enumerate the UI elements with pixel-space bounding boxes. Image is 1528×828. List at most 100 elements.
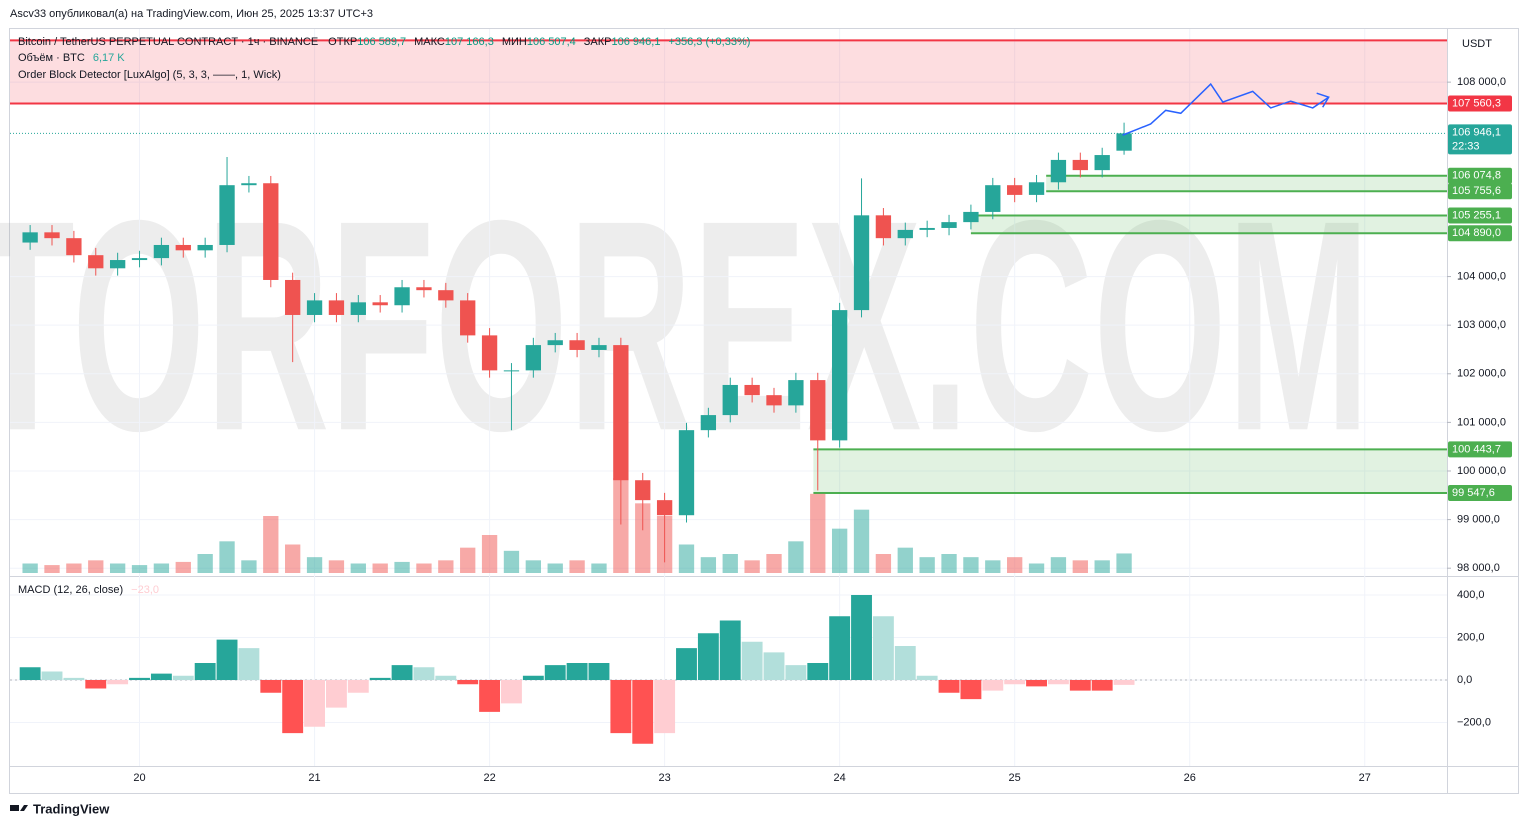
macd-histogram-bar: [522, 675, 544, 680]
candle-body: [328, 300, 345, 315]
volume-bar: [503, 550, 520, 573]
candle-body: [460, 300, 476, 336]
currency-label: USDT: [1462, 38, 1492, 50]
volume-bar: [744, 560, 760, 573]
y-tick-label: 103 000,0: [1457, 319, 1506, 331]
macd-histogram-bar: [1113, 680, 1135, 685]
volume-bar: [197, 554, 213, 573]
volume-bar: [613, 478, 629, 573]
price-label-box: [1448, 225, 1512, 242]
volume-bar: [766, 554, 782, 573]
zone-price-label: 105 255,1: [1452, 209, 1501, 221]
volume-bar: [219, 541, 235, 573]
y-tick-label: 102 000,0: [1457, 368, 1506, 380]
y-tick-label: 100 000,0: [1457, 465, 1506, 477]
macd-histogram-bar: [807, 663, 829, 680]
volume-bar: [460, 547, 476, 573]
volume-bar: [22, 563, 38, 573]
forecast-line: [1122, 82, 1330, 136]
volume-bar: [66, 563, 82, 573]
volume-bar: [853, 509, 870, 573]
last-price-label: 106 946,1: [1452, 126, 1501, 138]
volume-bar: [44, 565, 60, 573]
candle-body: [635, 480, 651, 501]
candle-body: [1116, 133, 1132, 151]
macd-histogram-bar: [41, 671, 63, 680]
volume-bar: [241, 560, 257, 573]
volume-bar: [1072, 560, 1088, 573]
x-tick-label: 23: [658, 772, 670, 784]
footer-brand[interactable]: TradingView: [33, 801, 110, 816]
macd-histogram-bar: [172, 675, 194, 680]
volume-bar: [394, 561, 410, 573]
y-tick-label: 98 000,0: [1457, 562, 1500, 574]
volume-bar: [700, 557, 717, 573]
macd-value: −23,0: [131, 584, 159, 596]
macd-histogram-bar: [676, 648, 697, 680]
candle-body: [438, 290, 454, 301]
macd-histogram-bar: [260, 680, 282, 693]
candle-body: [88, 255, 104, 269]
macd-histogram-bar: [501, 680, 522, 704]
macd-histogram-bar: [194, 663, 216, 680]
zone-price-label: 100 443,7: [1452, 443, 1501, 455]
candle-body: [547, 340, 563, 346]
macd-legend: MACD (12, 26, close) −23,0: [18, 584, 159, 596]
macd-histogram-bar: [829, 616, 851, 680]
ohlc-value: 107 166,3: [445, 36, 494, 48]
macd-histogram-bar: [216, 639, 238, 680]
symbol-legend: Bitcoin / TetherUS PERPETUAL CONTRACT · …: [18, 36, 750, 48]
macd-histogram-bar: [150, 673, 172, 680]
candle-body: [1050, 159, 1067, 183]
candle-body: [569, 340, 585, 350]
macd-histogram-bar: [107, 680, 129, 685]
candle-body: [394, 287, 410, 306]
candle-body: [1028, 182, 1045, 195]
zone-price-label: 105 755,6: [1452, 185, 1501, 197]
volume-bar: [328, 560, 345, 573]
volume-bar: [985, 560, 1001, 573]
y-tick-label: 108 000,0: [1457, 76, 1506, 88]
y-tick-label: 200,0: [1457, 631, 1485, 643]
volume-bar: [788, 541, 804, 573]
volume-bar: [1050, 557, 1067, 573]
macd-histogram-bar: [413, 667, 435, 680]
volume-bar: [153, 563, 170, 573]
forecast-arrowhead: [1316, 92, 1330, 108]
candle-body: [263, 183, 279, 280]
zone-price-label: 107 560,3: [1452, 97, 1501, 109]
candle-body: [700, 415, 717, 431]
candle-body: [219, 185, 235, 245]
macd-histogram-bar: [938, 680, 960, 693]
zone-price-label: 99 547,6: [1452, 487, 1495, 499]
indicator-legend: Order Block Detector [LuxAlgo] (5, 3, 3,…: [18, 69, 281, 81]
candle-body: [613, 345, 629, 481]
macd-histogram-bar: [588, 663, 610, 680]
price-label-box: [1448, 167, 1512, 184]
x-tick-label: 20: [133, 772, 145, 784]
macd-histogram-bar: [741, 641, 763, 680]
price-label-box: [1448, 207, 1512, 224]
last-price-box: [1448, 124, 1512, 155]
candle-body: [722, 384, 738, 416]
order-block-zone: [1046, 175, 1447, 192]
candle-body: [656, 500, 673, 516]
macd-histogram-bar: [960, 680, 982, 700]
macd-histogram-bar: [982, 680, 1004, 691]
volume-bar: [438, 560, 454, 573]
ohlc-label: МАКС: [414, 36, 445, 48]
volume-bar: [1116, 553, 1132, 573]
ohlc-label: ОТКР: [328, 36, 357, 48]
x-tick-label: 25: [1009, 772, 1021, 784]
macd-histogram-bar: [479, 680, 501, 712]
candle-body: [591, 345, 607, 350]
macd-histogram-bar: [63, 677, 85, 680]
volume-bar: [1028, 563, 1045, 573]
volume-bar: [175, 561, 191, 573]
macd-histogram-bar: [238, 648, 260, 680]
candle-body: [897, 229, 913, 239]
candle-body: [853, 215, 870, 311]
candle-body: [416, 287, 432, 291]
